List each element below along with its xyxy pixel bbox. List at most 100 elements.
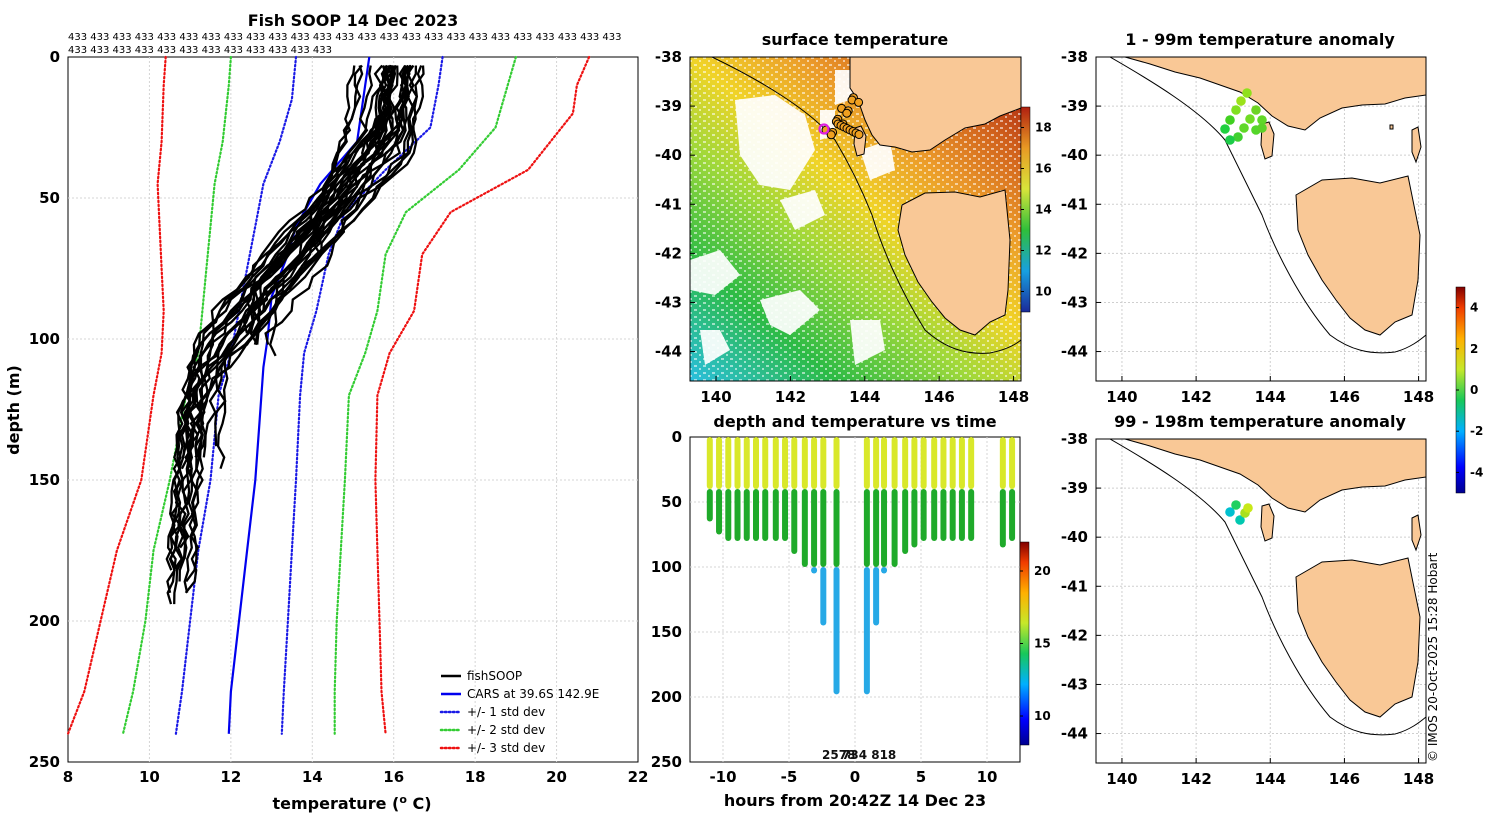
profile-ytick-label: 200: [29, 612, 60, 630]
ts-column-segment: [949, 437, 956, 489]
map-xtick-label: 140: [700, 388, 731, 406]
map-xtick-label: 140: [1106, 770, 1137, 788]
colorbar-tick-label: 2: [1470, 342, 1478, 356]
colorbar-tick-label: 10: [1034, 709, 1051, 723]
anom2-land-islands: [1411, 514, 1422, 552]
anom2-axes-box: [1095, 438, 1427, 764]
anom1-dot: [1236, 96, 1246, 106]
anom1-title: 1 - 99m temperature anomaly: [1125, 30, 1395, 49]
fishsoop-profile-line: [253, 65, 408, 334]
sst-title: surface temperature: [762, 30, 949, 49]
ts-column-segment: [833, 437, 840, 489]
map-ytick-label: -38: [1061, 430, 1088, 448]
ts-column-segment: [911, 437, 918, 489]
sst-shelf-contour: [711, 57, 1021, 354]
colorbar-tick-label: 18: [1035, 121, 1052, 135]
timeseries-colorbar-ticks: 10 15 20: [1020, 564, 1051, 723]
ts-xtick-label: 10: [977, 768, 998, 786]
sst-track-dot: [826, 130, 836, 140]
profile-ytick-label: 150: [29, 471, 60, 489]
ts-column-segment: [782, 489, 789, 541]
colorbar-tick-label: 14: [1035, 203, 1052, 217]
map-ytick-label: -43: [1061, 675, 1088, 693]
anomaly-colorbar-ticks: 4 2 0 -2 -4: [1456, 301, 1483, 479]
sst-track-dot: [854, 97, 864, 107]
anom2-dot: [1235, 515, 1245, 525]
legend-label: fishSOOP: [467, 669, 522, 683]
ts-column-segment: [863, 567, 870, 695]
ts-xtick-label: 5: [916, 768, 926, 786]
anom1-land-tasmania: [1295, 175, 1421, 336]
ts-column-segment: [920, 489, 927, 541]
legend-label: +/- 3 std dev: [467, 741, 545, 755]
anom1-map: [1096, 57, 1426, 381]
map-xtick-label: 148: [1403, 388, 1434, 406]
colorbar-tick-label: 10: [1035, 285, 1052, 299]
map-xtick-label: 148: [1403, 770, 1434, 788]
anom1-dot: [1251, 105, 1261, 115]
ts-column-segment: [743, 489, 750, 541]
profile-ylabel: depth (m): [4, 365, 23, 455]
ts-xtick-label: -5: [781, 768, 798, 786]
ts-column-segment: [801, 489, 808, 567]
ts-column-segment: [968, 489, 975, 541]
profile-ticks: 8 10 12 14 16 18 20 22 0 50 100 150 200 250: [29, 48, 649, 786]
ts-column-segment: [873, 489, 880, 567]
sst-colorbar-ticks: 10 12 14 16 18: [1021, 121, 1052, 299]
map-ytick-label: -43: [1061, 293, 1088, 311]
fishsoop-profiles: [165, 64, 425, 605]
map-xtick-label: 144: [849, 388, 880, 406]
ts-column-segment: [881, 489, 888, 567]
ts-column-segment: [734, 437, 741, 489]
ts-xtick-label: -10: [709, 768, 736, 786]
anom2-land-king-island: [1260, 503, 1275, 542]
anom2-dot: [1231, 500, 1241, 510]
ts-column-segment: [1009, 489, 1016, 541]
anom1-dot: [1245, 114, 1255, 124]
legend-label: CARS at 39.6S 142.9E: [467, 687, 599, 701]
anom2-map: [1096, 439, 1426, 763]
colorbar-tick-label: 4: [1470, 301, 1478, 315]
ts-column-segment: [833, 489, 840, 567]
ts-column-segment: [958, 489, 965, 541]
ts-column-segment: [782, 437, 789, 489]
anom1-ticks: 140 142 144 146 148 -38 -39 -40 -41 -42 -43 -44: [1061, 48, 1434, 406]
colorbar-tick-label: 0: [1470, 383, 1478, 397]
ts-column-segment: [881, 567, 888, 574]
fishsoop-profile-line: [181, 65, 395, 458]
ts-column-segment: [811, 567, 818, 574]
timeseries-annotation: 2578: [822, 748, 855, 762]
anom1-dot: [1257, 115, 1267, 125]
sst-land-mainland: [849, 57, 1021, 153]
map-ytick-label: -42: [1061, 244, 1088, 262]
colorbar-tick-label: 16: [1035, 162, 1052, 176]
fishsoop-profile-line: [214, 65, 397, 447]
anom1-dot: [1225, 115, 1235, 125]
timeseries-columns: [706, 437, 1016, 695]
ts-column-segment: [753, 437, 759, 489]
map-xtick-label: 146: [1329, 388, 1360, 406]
map-ytick-label: -38: [655, 48, 682, 66]
profile-xtick-label: 14: [302, 768, 323, 786]
fishsoop-profile-line: [251, 65, 397, 334]
anom2-land-tasmania: [1295, 557, 1421, 718]
map-xtick-label: 146: [924, 388, 955, 406]
map-xtick-label: 144: [1255, 388, 1286, 406]
ts-column-segment: [743, 437, 750, 489]
map-ytick-label: -40: [1061, 146, 1088, 164]
map-ytick-label: -43: [655, 293, 682, 311]
ts-column-segment: [863, 489, 870, 567]
ts-column-segment: [999, 489, 1006, 548]
map-xtick-label: 142: [1180, 388, 1211, 406]
ts-column-segment: [725, 437, 732, 489]
timeseries-gridlines: [690, 437, 1020, 762]
map-xtick-label: 140: [1106, 388, 1137, 406]
timeseries-title: depth and temperature vs time: [713, 412, 996, 431]
anom2-dot: [1243, 503, 1253, 513]
map-ytick-label: -41: [1061, 577, 1088, 595]
sst-track-dot: [842, 108, 852, 118]
colorbar-tick-label: 15: [1034, 637, 1051, 651]
colorbar-tick-label: 12: [1035, 244, 1052, 258]
profile-series-line: [174, 55, 298, 735]
